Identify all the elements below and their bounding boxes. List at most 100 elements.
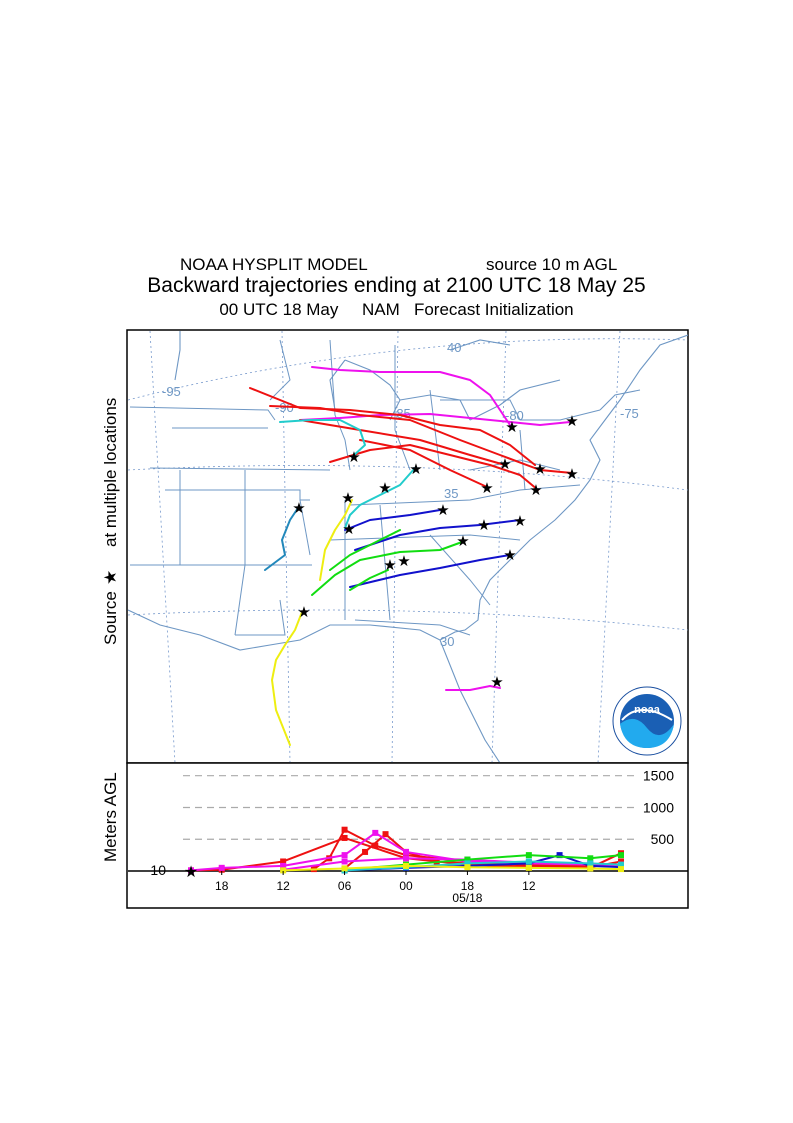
altitude-point	[618, 858, 624, 865]
altitude-point	[464, 864, 471, 871]
trajectory-path	[344, 509, 441, 531]
altitude-point	[218, 864, 225, 871]
altitude-point	[587, 855, 594, 862]
lat-label: 35	[444, 486, 458, 501]
x-tick-label: 12	[522, 879, 536, 893]
altitude-point	[525, 852, 532, 859]
trajectory-path	[299, 419, 506, 466]
trajectory-path	[354, 519, 521, 551]
lat-label: 40	[447, 340, 461, 355]
y-tick-label: 1000	[643, 799, 674, 815]
source-star: ★	[341, 489, 354, 507]
altitude-series	[188, 826, 624, 874]
source-star: ★	[513, 512, 526, 530]
altitude-point	[618, 866, 624, 873]
altitude-series-line	[344, 860, 622, 872]
source-star: ★	[436, 501, 449, 519]
graticule	[128, 331, 688, 763]
altitude-point	[525, 864, 532, 871]
model-name: NOAA HYSPLIT MODEL	[180, 255, 368, 274]
altitude-point	[382, 831, 389, 838]
lon-label: -80	[505, 408, 524, 423]
chart-title: Backward trajectories ending at 2100 UTC…	[147, 274, 646, 297]
trajectory-path	[349, 569, 389, 591]
altitude-point	[372, 829, 379, 836]
altitude-point	[188, 867, 194, 874]
chart-subtitle: 00 UTC 18 May NAM Forecast Initializatio…	[219, 300, 574, 319]
x-tick-label: 00	[399, 879, 413, 893]
y-tick-label: 10	[150, 862, 166, 878]
y-tick-label: 500	[651, 831, 675, 847]
x-tick-label: 18	[461, 879, 475, 893]
altitude-point	[403, 855, 409, 862]
source-star: ★	[503, 546, 516, 564]
basemap: -95 -90 -85 -80 -75 40 35 30	[128, 331, 688, 763]
altitude-point	[403, 852, 409, 859]
altitude-point	[525, 858, 532, 865]
map-ylabel-source: Source	[101, 591, 120, 645]
source-star: ★	[565, 412, 578, 430]
altitude-point	[372, 842, 379, 849]
x-tick-label: 06	[338, 879, 352, 893]
altitude-point	[618, 861, 624, 868]
source-star: ★	[383, 556, 396, 574]
source-star: ★	[498, 455, 511, 473]
trajectory-path	[299, 413, 571, 426]
trajectory-path	[319, 499, 353, 581]
lat-label: 30	[440, 634, 454, 649]
source-star: ★	[184, 862, 198, 881]
map-frame	[126, 329, 689, 764]
altitude-point	[403, 862, 409, 869]
altitude-point	[556, 852, 563, 859]
trajectory-path	[445, 685, 501, 691]
altitude-point	[618, 852, 624, 859]
trajectory-path	[269, 405, 573, 474]
trajectory-path	[344, 467, 416, 529]
altitude-point	[587, 860, 594, 867]
altitude-point	[587, 865, 594, 872]
trajectory-path	[311, 541, 463, 596]
noaa-logo: noaa	[612, 686, 682, 756]
source-star: ★	[397, 552, 410, 570]
source-star: ★	[480, 479, 493, 497]
state-boundaries	[129, 339, 601, 636]
source-star: ★	[456, 532, 469, 550]
altitude-point	[464, 860, 471, 867]
source-star: ★	[529, 481, 542, 499]
map-ylabel-locations: at multiple locations	[101, 398, 120, 547]
altitude-point	[341, 834, 348, 841]
lon-label: -75	[620, 406, 639, 421]
altitude-point	[280, 867, 287, 874]
source-star: ★	[378, 479, 391, 497]
trajectory-path	[329, 444, 539, 491]
altitude-point	[280, 862, 287, 869]
altitude-point	[341, 826, 348, 833]
source-star: ★	[297, 603, 310, 621]
source-star: ★	[292, 499, 305, 517]
source-star: ★	[409, 460, 422, 478]
y-tick-label: 1500	[643, 768, 674, 784]
source-height: source 10 m AGL	[486, 255, 618, 274]
altitude-point	[341, 858, 348, 865]
trajectory-path	[329, 529, 401, 571]
trajectory-path	[279, 419, 366, 458]
trajectory-path	[359, 439, 488, 488]
source-star: ★	[342, 520, 355, 538]
altitude-point	[280, 858, 287, 865]
altitude-axis: 10 500 1000 1500 18 12 06 00 18 12 05/18 ★	[150, 768, 674, 905]
altitude-point	[403, 848, 409, 855]
altitude-point	[341, 852, 348, 859]
source-star: ★	[565, 465, 578, 483]
coastline	[128, 331, 688, 763]
trajectory-path	[264, 507, 299, 571]
trajectory-path	[349, 554, 511, 588]
source-star: ★	[533, 460, 546, 478]
map-ylabel-star: ★	[101, 570, 121, 585]
noaa-logo-text: noaa	[634, 704, 661, 716]
x-tick-label: 12	[276, 879, 290, 893]
lon-label: -95	[162, 384, 181, 399]
altitude-point	[464, 856, 471, 863]
x-date-label: 05/18	[452, 891, 482, 905]
altitude-point	[341, 865, 348, 872]
